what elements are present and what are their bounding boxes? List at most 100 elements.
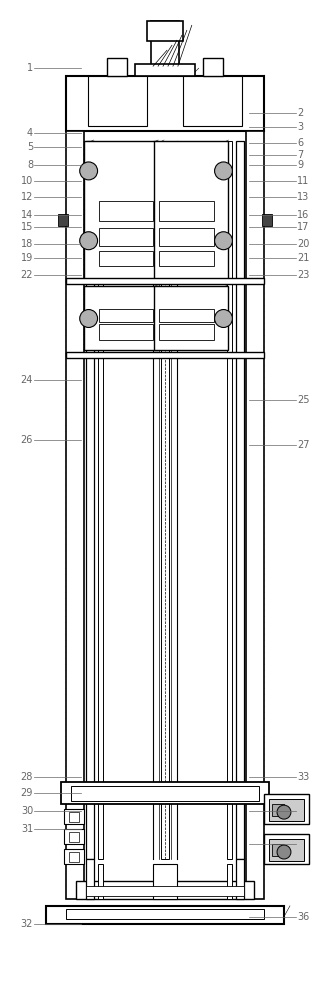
Text: 25: 25 (297, 395, 310, 405)
Circle shape (80, 162, 98, 180)
Bar (272, 844, 284, 856)
Text: 11: 11 (297, 176, 309, 186)
Text: 20: 20 (297, 239, 309, 249)
Bar (98, 864, 103, 899)
Bar (154, 141, 228, 281)
Bar (161, 141, 169, 859)
Bar (61, 782, 269, 804)
Bar (69, 832, 79, 842)
Bar (236, 141, 244, 859)
Text: 12: 12 (21, 192, 33, 202)
Text: 32: 32 (21, 919, 33, 929)
Bar (203, 58, 222, 76)
Text: 2: 2 (297, 108, 303, 118)
Bar (64, 829, 84, 844)
Text: 8: 8 (27, 160, 33, 170)
Bar (264, 834, 309, 864)
Bar (98, 141, 103, 859)
Bar (269, 799, 304, 821)
Text: 6: 6 (297, 138, 303, 148)
Bar (159, 251, 214, 266)
Bar (108, 58, 127, 76)
Bar (64, 809, 84, 824)
Bar (269, 839, 304, 861)
Text: 5: 5 (27, 142, 33, 152)
Bar (66, 76, 264, 131)
Bar (135, 64, 195, 76)
Bar (76, 881, 254, 899)
Bar (69, 812, 79, 822)
Bar (64, 849, 84, 864)
Bar (86, 859, 94, 899)
Bar (99, 201, 153, 221)
Bar (71, 786, 259, 801)
Circle shape (80, 310, 98, 327)
Text: 34: 34 (297, 806, 309, 816)
Bar (58, 214, 68, 226)
Bar (88, 76, 147, 126)
Bar (246, 131, 264, 899)
Text: 13: 13 (297, 192, 309, 202)
Bar (159, 201, 214, 221)
Text: 23: 23 (297, 270, 309, 280)
Text: 31: 31 (21, 824, 33, 834)
Bar (84, 141, 158, 281)
Bar (66, 278, 264, 284)
Bar (183, 76, 242, 126)
Bar (66, 909, 264, 919)
Text: 17: 17 (297, 222, 309, 232)
Text: 30: 30 (21, 806, 33, 816)
Circle shape (277, 805, 291, 819)
Text: 3: 3 (297, 122, 303, 132)
Bar (153, 864, 177, 899)
Text: 14: 14 (21, 210, 33, 220)
Text: 22: 22 (20, 270, 33, 280)
Bar (86, 886, 244, 896)
Bar (159, 309, 214, 322)
Bar (227, 864, 232, 899)
Text: 27: 27 (297, 440, 310, 450)
Text: 10: 10 (21, 176, 33, 186)
Bar (99, 251, 153, 266)
Text: 33: 33 (297, 772, 309, 782)
Bar (151, 21, 179, 66)
Text: 28: 28 (21, 772, 33, 782)
Text: 24: 24 (21, 375, 33, 385)
Text: 26: 26 (21, 435, 33, 445)
Bar (154, 286, 228, 350)
Text: 21: 21 (297, 253, 309, 263)
Bar (159, 324, 214, 340)
Text: 29: 29 (21, 788, 33, 798)
Bar (227, 141, 232, 859)
Circle shape (80, 232, 98, 250)
Text: 1: 1 (27, 63, 33, 73)
Bar (69, 852, 79, 862)
Bar (264, 794, 309, 824)
Text: 18: 18 (21, 239, 33, 249)
Text: 4: 4 (27, 128, 33, 138)
Bar (66, 131, 84, 899)
Text: 9: 9 (297, 160, 303, 170)
Bar (147, 21, 183, 41)
Text: 15: 15 (21, 222, 33, 232)
Bar (159, 228, 214, 246)
Bar (236, 859, 244, 899)
Circle shape (277, 845, 291, 859)
Bar (99, 309, 153, 322)
Bar (99, 324, 153, 340)
Bar (86, 141, 94, 859)
Circle shape (214, 232, 232, 250)
Bar (262, 214, 272, 226)
Bar (46, 906, 284, 924)
Circle shape (214, 162, 232, 180)
Bar (272, 804, 284, 816)
Text: 36: 36 (297, 912, 309, 922)
Text: 35: 35 (297, 839, 309, 849)
Bar (99, 228, 153, 246)
Text: 16: 16 (297, 210, 309, 220)
Text: 7: 7 (297, 150, 303, 160)
Bar (84, 286, 158, 350)
Text: 19: 19 (21, 253, 33, 263)
Bar (66, 352, 264, 358)
Circle shape (214, 310, 232, 327)
